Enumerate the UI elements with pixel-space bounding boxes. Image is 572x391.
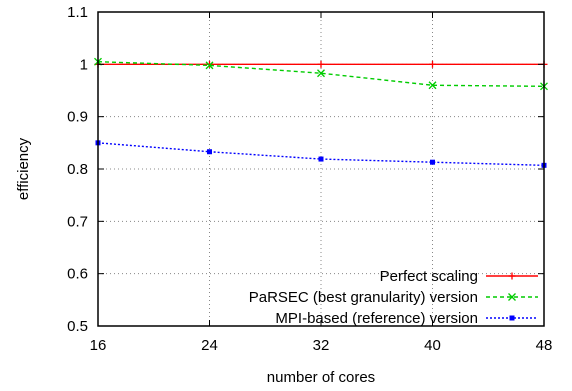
y-tick-label: 0.9 — [67, 109, 88, 126]
data-point — [318, 156, 324, 162]
legend-label: MPI-based (reference) version — [275, 310, 478, 327]
data-point — [317, 60, 325, 68]
x-axis-title: number of cores — [267, 369, 375, 386]
marker-square — [430, 159, 435, 165]
series-group — [94, 57, 548, 168]
legend-marker — [508, 272, 516, 280]
y-tick-label: 0.7 — [67, 213, 88, 230]
x-tick-label: 24 — [201, 337, 218, 354]
series-line — [97, 142, 545, 167]
legend-marker — [509, 315, 515, 321]
legend-item: Perfect scaling — [380, 268, 538, 285]
y-tick-label: 0.6 — [67, 266, 88, 283]
marker-stroke — [205, 61, 214, 70]
legend-item: MPI-based (reference) version — [275, 310, 538, 327]
y-tick-label: 0.5 — [67, 318, 88, 335]
data-point — [428, 81, 437, 90]
marker-stroke — [317, 69, 325, 78]
legend-label: PaRSEC (best granularity) version — [249, 289, 478, 306]
x-tick-label: 48 — [536, 337, 553, 354]
marker-square — [318, 156, 324, 162]
data-point — [205, 61, 214, 70]
axis-ticks: 16 24 32 40 48 0.5 0.6 0.7 0.8 0.9 1 1.1 — [67, 4, 552, 354]
legend: Perfect scaling PaRSEC (best granularity)… — [249, 268, 538, 327]
y-tick-label: 1.1 — [67, 4, 88, 21]
x-tick-label: 16 — [90, 337, 107, 354]
marker-square — [207, 149, 212, 155]
data-point — [430, 159, 435, 165]
x-tick-label: 32 — [313, 337, 330, 354]
data-point — [429, 60, 436, 68]
data-point — [207, 149, 212, 155]
marker-stroke — [428, 81, 437, 90]
y-axis-title: efficiency — [15, 137, 32, 200]
data-point — [317, 69, 325, 78]
legend-marker — [508, 293, 516, 301]
y-tick-label: 1 — [80, 56, 88, 73]
x-tick-label: 40 — [424, 337, 441, 354]
series-line — [97, 61, 545, 88]
marker-stroke — [508, 293, 516, 301]
data-point — [206, 60, 213, 68]
legend-item: PaRSEC (best granularity) version — [249, 289, 538, 306]
marker-square — [509, 315, 515, 321]
y-tick-label: 0.8 — [67, 161, 88, 178]
legend-label: Perfect scaling — [380, 268, 478, 285]
